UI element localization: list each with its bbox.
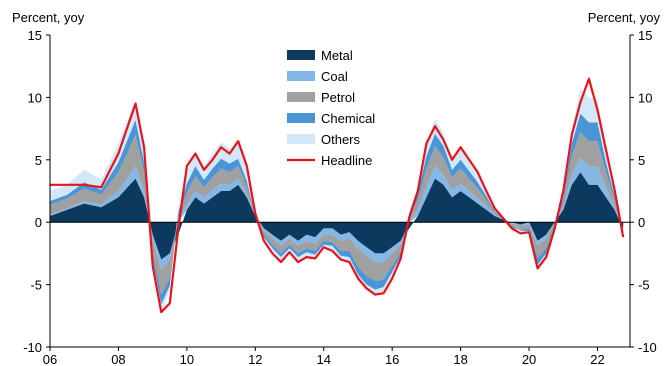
x-tick-label: 20 (522, 352, 536, 366)
x-tick-label: 12 (248, 352, 262, 366)
y-tick-label-left: 15 (28, 28, 42, 43)
y-tick-label-left: 10 (28, 90, 42, 105)
legend-label-headline: Headline (321, 153, 372, 168)
legend-label-chemical: Chemical (321, 111, 375, 126)
y-tick-label-left: 0 (35, 215, 42, 230)
y-tick-label-right: -5 (638, 278, 650, 293)
legend-swatch-coal (287, 71, 315, 81)
x-tick-label: 18 (453, 352, 467, 366)
y-ticks-left: -10 -5 0 5 10 15 (23, 28, 50, 355)
y-tick-label-right: 15 (638, 28, 652, 43)
legend: Metal Coal Petrol Chemical Others Headline (287, 48, 375, 168)
plot-frame (49, 35, 631, 348)
x-tick-label: 06 (43, 352, 57, 366)
legend-swatch-others (287, 134, 315, 144)
x-tick-label: 16 (385, 352, 399, 366)
x-tick-label: 22 (590, 352, 604, 366)
legend-label-petrol: Petrol (321, 90, 355, 105)
y-tick-label-left: -10 (23, 340, 42, 355)
legend-label-others: Others (321, 132, 361, 147)
legend-swatch-petrol (287, 92, 315, 102)
y-tick-label-left: -5 (30, 278, 42, 293)
y-tick-label-right: 5 (638, 153, 645, 168)
legend-swatch-chemical (287, 113, 315, 123)
y-tick-label-right: 10 (638, 90, 652, 105)
legend-label-metal: Metal (321, 48, 353, 63)
x-tick-label: 14 (317, 352, 331, 366)
y-tick-label-right: 0 (638, 215, 645, 230)
y-tick-label-right: -10 (638, 340, 657, 355)
headline-line-group (50, 77, 625, 314)
legend-swatch-metal (287, 50, 315, 60)
x-tick-label: 10 (180, 352, 194, 366)
headline-line (50, 77, 625, 314)
x-ticks: 06 08 10 12 14 16 18 20 22 (43, 347, 605, 366)
x-tick-label: 08 (111, 352, 125, 366)
y-tick-label-left: 5 (35, 153, 42, 168)
y-ticks-right: -10 -5 0 5 10 15 (630, 28, 657, 355)
y-axis-label-right: Percent, yoy (587, 10, 660, 25)
y-axis-label-left: Percent, yoy (12, 10, 85, 25)
legend-label-coal: Coal (321, 69, 348, 84)
